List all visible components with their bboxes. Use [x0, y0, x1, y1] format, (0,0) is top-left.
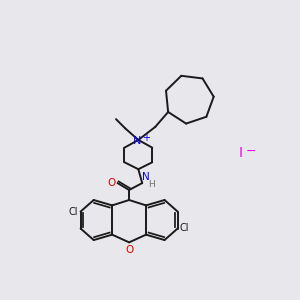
Text: O: O — [108, 178, 116, 188]
Text: Cl: Cl — [180, 223, 189, 233]
Text: N: N — [133, 136, 141, 146]
Text: I: I — [239, 146, 243, 160]
Text: O: O — [125, 245, 133, 255]
Text: Cl: Cl — [69, 207, 78, 217]
Text: +: + — [142, 134, 150, 143]
Text: H: H — [148, 180, 155, 189]
Text: N: N — [142, 172, 150, 182]
Text: −: − — [246, 145, 256, 158]
